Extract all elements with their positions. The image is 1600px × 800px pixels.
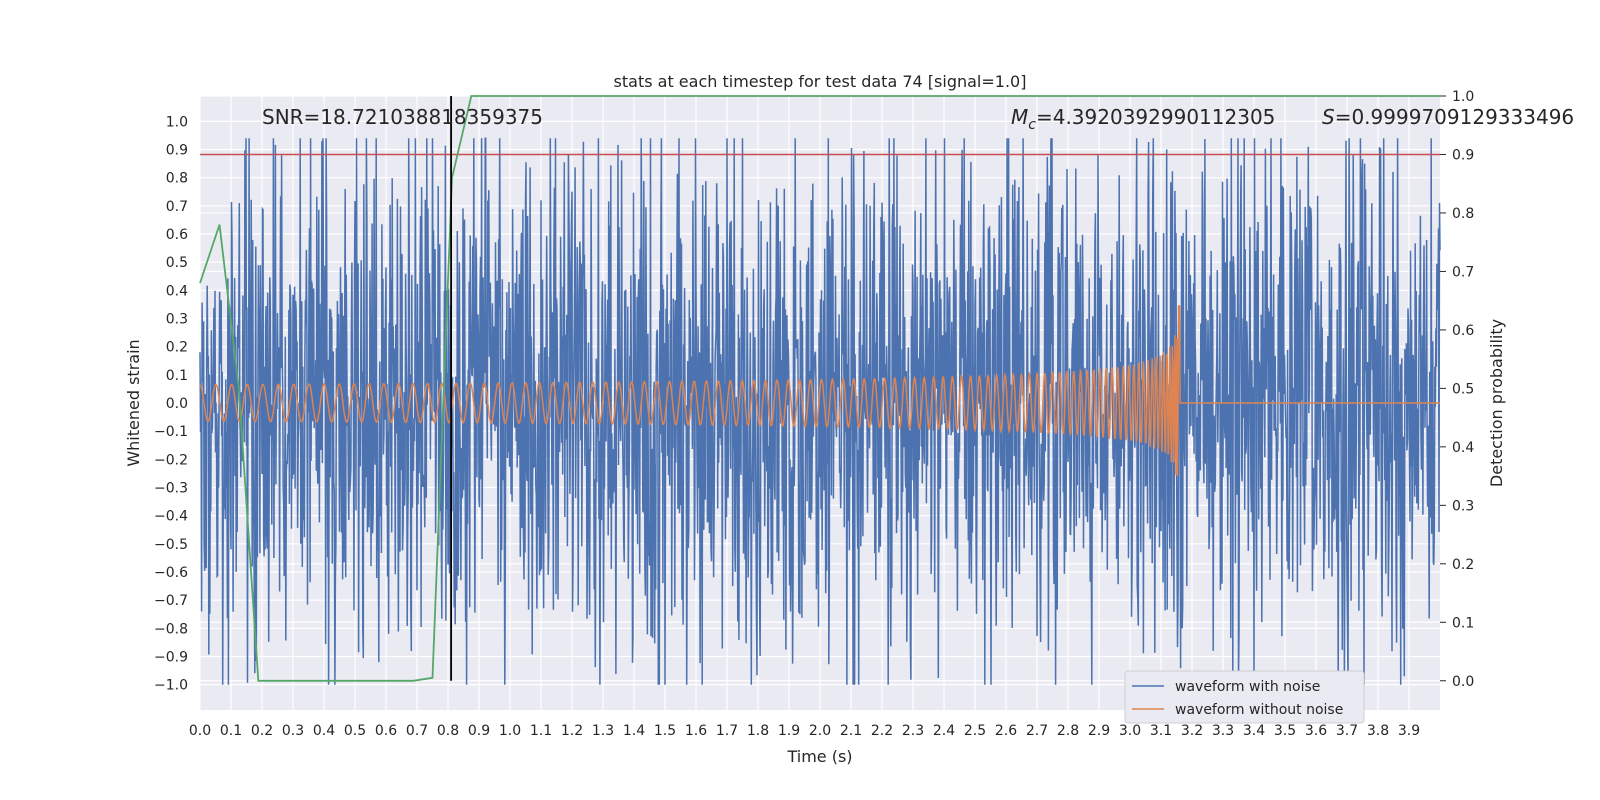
x-tick-label: 0.0 [189,723,211,739]
y-tick-label: 0.4 [166,283,188,299]
y-axis-label: Whitened strain [124,339,143,466]
x-tick-label: 3.9 [1398,723,1420,739]
x-tick-label: 2.7 [1026,723,1048,739]
y-tick-label: −1.0 [154,678,188,694]
legend-label-clean: waveform without noise [1175,702,1343,718]
x-tick-label: 1.3 [592,723,614,739]
right-tick-label: 0.0 [1452,674,1474,690]
series-waveform-without-noise [199,305,1440,477]
legend-box [1124,670,1365,724]
right-tick-label: 0.7 [1452,264,1474,280]
y-tick-label: 0.0 [166,396,188,412]
x-tick-label: 2.4 [933,723,955,739]
y-tick-labels: 1.0 0.9 0.8 0.7 0.6 0.5 0.4 0.3 0.2 0.1 0.0 −0.1 −0.… [154,114,188,693]
x-tick-label: 3.4 [1243,723,1265,739]
y-tick-label: −0.5 [154,537,188,553]
right-tick-label: 1.0 [1452,89,1474,105]
x-tick-label: 0.1 [220,723,242,739]
series-detection-probability [199,95,1440,682]
chart-title: stats at each timestep for test data 74 … [614,72,1027,91]
right-tick-label: 0.2 [1452,557,1474,573]
s-annotation: S=0.9999709129333496 [1322,105,1574,129]
x-tick-label: 1.9 [778,723,800,739]
x-tick-label: 3.7 [1336,723,1358,739]
x-tick-label: 0.8 [437,723,459,739]
x-tick-label: 3.2 [1181,723,1203,739]
y-tick-label: −0.1 [154,424,188,440]
mc-symbol: M [1011,105,1028,129]
y-tick-label: 1.0 [166,114,188,130]
mc-subscript: c [1028,117,1036,133]
y-tick-label: 0.1 [166,368,188,384]
x-tick-label: 3.1 [1150,723,1172,739]
x-tick-label: 0.2 [251,723,273,739]
s-symbol: S [1322,105,1335,129]
y-tick-label: 0.9 [166,143,188,159]
mc-annotation: Mc=4.3920392990112305 [1011,105,1275,133]
right-tick-label: 0.8 [1452,206,1474,222]
x-tick-label: 2.2 [871,723,893,739]
x-tick-label: 0.5 [344,723,366,739]
x-tick-label: 1.6 [685,723,707,739]
y-tick-label: −0.8 [154,621,188,637]
y-tick-label: 0.6 [166,227,188,243]
y-tick-label: 0.7 [166,199,188,215]
x-axis-label: Time (s) [786,747,852,766]
x-tick-label: 0.4 [313,723,335,739]
y-tick-label: −0.3 [154,480,188,496]
x-tick-label: 2.1 [840,723,862,739]
x-tick-label: 1.1 [530,723,552,739]
y-tick-label: −0.6 [154,565,188,581]
right-tick-label: 0.5 [1452,381,1474,397]
x-tick-label: 0.9 [468,723,490,739]
right-tick-label: 0.6 [1452,323,1474,339]
y-tick-label: 0.5 [166,255,188,271]
y-tick-label: 0.8 [166,171,188,187]
x-tick-label: 2.5 [964,723,986,739]
x-tick-label: 1.5 [654,723,676,739]
x-tick-label: 0.7 [406,723,428,739]
y-tick-label: −0.2 [154,452,188,468]
snr-annotation: SNR=18.721038818359375 [262,105,543,129]
x-tick-label: 2.0 [809,723,831,739]
y-tick-label: −0.9 [154,649,188,665]
x-tick-label: 3.8 [1367,723,1389,739]
y-tick-label: 0.2 [166,340,188,356]
x-tick-label: 2.8 [1057,723,1079,739]
legend: waveform with noise waveform without noi… [1124,670,1365,724]
x-tick-label: 2.6 [995,723,1017,739]
x-tick-label: 0.3 [282,723,304,739]
legend-label-noise: waveform with noise [1175,679,1320,695]
x-tick-label: 1.8 [747,723,769,739]
y-tick-label: 0.3 [166,312,188,328]
x-tick-label: 3.3 [1212,723,1234,739]
x-tick-label: 1.2 [561,723,583,739]
series-layer [199,95,1441,685]
right-tick-labels: 1.0 0.9 0.8 0.7 0.6 0.5 0.4 0.3 0.2 0.1 0.0 [1440,89,1474,690]
x-tick-label: 3.0 [1119,723,1141,739]
right-axis-label: Detection probability [1487,319,1506,487]
right-tick-label: 0.4 [1452,440,1474,456]
series-waveform-with-noise [199,137,1441,685]
mc-value: =4.3920392990112305 [1036,105,1275,129]
right-tick-label: 0.1 [1452,615,1474,631]
x-tick-label: 1.4 [623,723,645,739]
x-tick-label: 2.3 [902,723,924,739]
x-tick-label: 3.5 [1274,723,1296,739]
x-tick-label: 1.7 [716,723,738,739]
y-tick-label: −0.7 [154,593,188,609]
right-tick-label: 0.3 [1452,498,1474,514]
x-tick-labels: 0.0 0.1 0.2 0.3 0.4 0.5 0.6 0.7 0.8 0.9 1.0 1.1 1.2 1… [189,723,1420,739]
y-tick-label: −0.4 [154,509,188,525]
right-tick-label: 0.9 [1452,147,1474,163]
x-tick-label: 3.6 [1305,723,1327,739]
x-tick-label: 2.9 [1088,723,1110,739]
x-tick-label: 0.6 [375,723,397,739]
s-value: =0.9999709129333496 [1335,105,1574,129]
x-tick-label: 1.0 [499,723,521,739]
